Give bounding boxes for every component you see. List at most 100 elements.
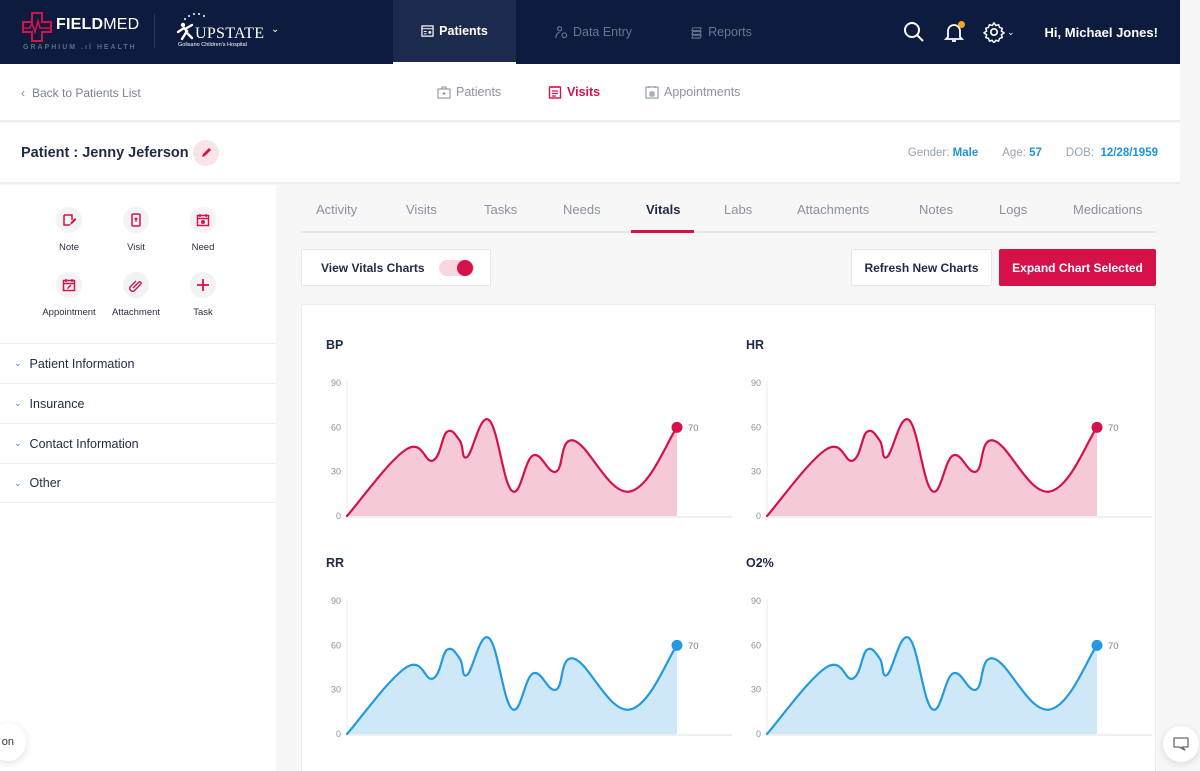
tab-notes[interactable]: Notes [919, 202, 953, 217]
patient-meta: Gender: Male Age: 57 DOB: 12/28/1959 [908, 147, 1158, 159]
toggle-label: View Vitals Charts [321, 260, 425, 275]
chevron-left-icon: ‹ [21, 86, 25, 100]
series-line [345, 418, 679, 518]
subtab-label: Appointments [664, 85, 741, 99]
y-tick-label: 0 [336, 511, 341, 521]
patient-title: Patient : Jenny Jeferson [21, 145, 189, 161]
settings-chevron-down-icon[interactable]: ⌄ [1007, 26, 1015, 37]
tab-vitals[interactable]: Vitals [646, 202, 681, 217]
vitals-chart-card: BP 0 30 60 90 70 HR 0 30 60 90 70 RR 0 30 60 90 70 O2% 0… [301, 304, 1156, 771]
note-icon [63, 214, 76, 226]
powered-by: GRAPHIUM .ıl HEALTH [23, 44, 137, 51]
notifications-button[interactable] [942, 20, 966, 44]
tab-visits[interactable]: Visits [406, 202, 437, 217]
series-area [767, 419, 1097, 516]
refresh-new-charts-button[interactable]: Refresh New Charts [851, 249, 992, 286]
y-tick-label: 60 [331, 640, 341, 650]
header-actions: ⌄ Hi, Michael Jones! [900, 0, 1158, 64]
chart-hr[interactable]: HR 0 30 60 90 70 [732, 333, 1152, 543]
subtab-appointments[interactable]: Appointments [645, 85, 740, 99]
brand-name: FIELDMED [56, 16, 140, 33]
quick-action-visit[interactable]: Visit [103, 207, 169, 253]
y-tick-label: 60 [751, 422, 761, 432]
search-button[interactable] [902, 20, 926, 44]
floating-action-pill[interactable]: on [0, 723, 26, 761]
back-to-patients-link[interactable]: ‹ Back to Patients List [21, 86, 141, 100]
user-greeting[interactable]: Hi, Michael Jones! [1044, 24, 1158, 40]
y-tick-label: 30 [751, 467, 761, 477]
chart-svg: RR 0 30 60 90 70 [326, 556, 732, 739]
patient-gender: Gender: Male [907, 147, 979, 159]
notification-dot [958, 21, 965, 28]
nav-data-entry[interactable]: Data Entry [516, 0, 671, 64]
quick-action-task[interactable]: Task [170, 272, 236, 318]
chart-o2[interactable]: O2% 0 30 60 90 70 [732, 551, 1152, 761]
nav-label: Data Entry [572, 25, 633, 39]
org-name: UPSTATE [195, 25, 265, 42]
chevron-down-icon: ⌄ [271, 24, 280, 35]
y-tick-label: 0 [756, 511, 761, 521]
tab-tasks[interactable]: Tasks [484, 202, 518, 217]
end-point-marker [1091, 421, 1103, 433]
fieldmed-logo[interactable]: FIELDMED GRAPHIUM .ıl HEALTH [22, 12, 139, 54]
subtab-patients[interactable]: Patients [437, 85, 548, 99]
clipboard-icon [548, 86, 562, 99]
y-tick-label: 30 [331, 467, 341, 477]
tab-logs[interactable]: Logs [999, 202, 1028, 217]
nav-patients[interactable]: Patients [393, 0, 516, 64]
need-icon [196, 214, 210, 227]
tab-medications[interactable]: Medications [1073, 202, 1143, 217]
chart-rr[interactable]: RR 0 30 60 90 70 [312, 551, 732, 761]
subtab-visits[interactable]: Visits [548, 85, 645, 99]
subtab-label: Patients [456, 85, 502, 99]
org-subtitle: Golisano Children's Hospital [178, 42, 247, 48]
end-value-label: 70 [688, 423, 699, 434]
chart-title: O2% [746, 556, 774, 570]
end-value-label: 70 [1108, 423, 1119, 434]
page-edge [1180, 0, 1200, 771]
chart-title: RR [326, 556, 344, 570]
tab-needs[interactable]: Needs [563, 202, 601, 217]
tab-activity[interactable]: Activity [316, 202, 358, 217]
chart-svg: BP 0 30 60 90 70 [326, 338, 732, 521]
end-point-marker [671, 421, 683, 433]
settings-button[interactable] [982, 20, 1006, 44]
quick-action-need[interactable]: Need [170, 207, 236, 253]
subtab-label: Visits [567, 85, 601, 99]
bell-icon [944, 24, 964, 42]
calendar-icon [645, 86, 659, 99]
chevron-down-icon: ⌄ [14, 438, 22, 448]
chart-title: HR [746, 338, 764, 352]
plus-icon [197, 279, 209, 291]
quick-action-note[interactable]: Note [36, 207, 102, 253]
top-header: FIELDMED GRAPHIUM .ıl HEALTH UPSTATE Gol… [0, 0, 1180, 64]
section-other[interactable]: ⌄ Other [0, 463, 276, 503]
chat-button[interactable] [1163, 726, 1199, 762]
view-vitals-charts-switch[interactable] [439, 260, 474, 276]
series-area [347, 419, 677, 516]
org-switcher[interactable]: UPSTATE Golisano Children's Hospital ⌄ [175, 12, 285, 52]
chart-bp[interactable]: BP 0 30 60 90 70 [312, 333, 732, 543]
y-tick-label: 30 [751, 685, 761, 695]
tab-labs[interactable]: Labs [724, 202, 753, 217]
quick-action-appointment[interactable]: Appointment [36, 272, 102, 318]
quick-action-attachment[interactable]: Attachment [103, 272, 169, 318]
section-patient-information[interactable]: ⌄ Patient Information [0, 343, 276, 383]
section-contact-information[interactable]: ⌄ Contact Information [0, 423, 276, 463]
end-point-marker [1091, 639, 1103, 651]
end-value-label: 70 [1108, 641, 1119, 652]
chevron-down-icon: ⌄ [14, 398, 22, 408]
end-value-label: 70 [688, 641, 699, 652]
attachment-icon [129, 280, 142, 292]
medical-cross-icon [22, 12, 52, 42]
data-entry-icon [555, 25, 568, 38]
upstate-logo-icon [176, 13, 205, 41]
series-line [345, 636, 679, 736]
expand-chart-selected-button[interactable]: Expand Chart Selected [999, 249, 1156, 286]
section-insurance[interactable]: ⌄ Insurance [0, 383, 276, 423]
edit-patient-button[interactable] [193, 140, 219, 166]
nav-reports[interactable]: Reports [671, 0, 771, 64]
chart-title: BP [326, 338, 343, 352]
nav-label: Reports [708, 25, 752, 39]
tab-attachments[interactable]: Attachments [797, 202, 870, 217]
